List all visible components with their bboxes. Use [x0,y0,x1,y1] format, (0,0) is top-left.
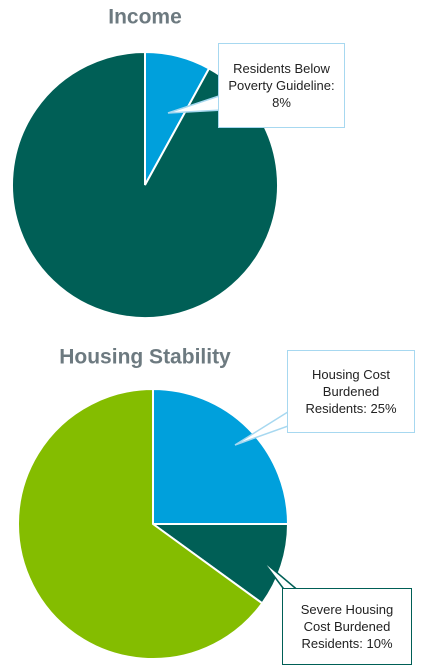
pie-slice [149,523,290,605]
chart-title: Income [108,6,182,29]
callout: Severe Housing Cost Burdened Residents: … [282,588,412,665]
pie [11,50,279,319]
pie [17,387,290,660]
chart-title: Housing Stability [59,346,231,369]
callout: Housing Cost Burdened Residents: 25% [287,350,415,433]
callout: Residents Below Poverty Guideline: 8% [218,43,345,128]
pie-slice [11,50,279,319]
pie-slice [152,387,290,525]
pie-slice [17,387,264,660]
